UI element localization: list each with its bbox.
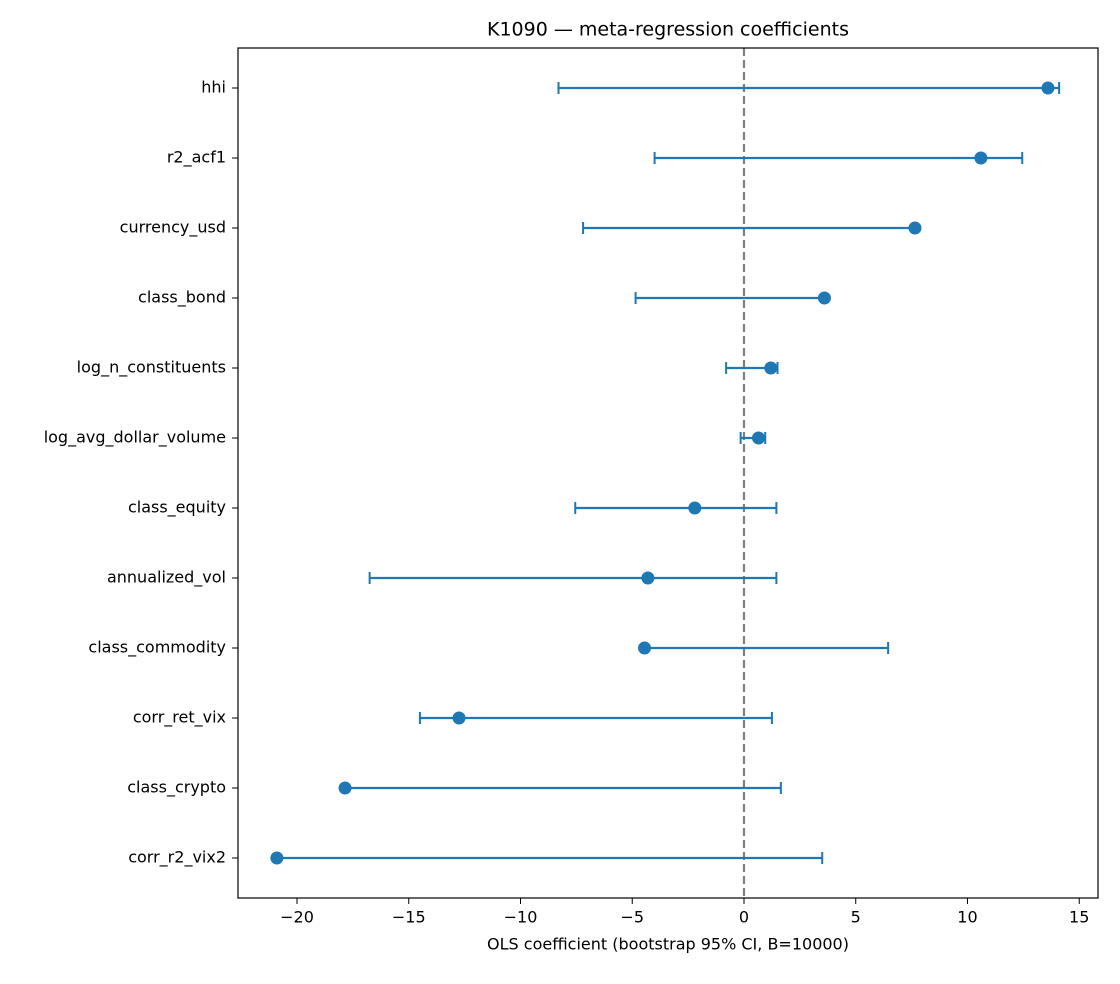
x-tick-label: −20 [280,908,314,927]
point [641,571,655,585]
y-tick-label: log_n_constituents [77,358,226,378]
y-tick-label: corr_r2_vix2 [128,848,226,868]
y-tick-label: class_equity [128,498,226,518]
x-axis-label: OLS coefficient (bootstrap 95% CI, B=100… [487,935,849,954]
x-tick-label: 5 [851,908,861,927]
y-tick-label: log_avg_dollar_volume [44,428,226,448]
y-tick-label: annualized_vol [107,568,226,588]
point [270,851,284,865]
point [908,221,922,235]
x-tick-label: 15 [1069,908,1089,927]
point [752,431,766,445]
x-tick-label: 0 [739,908,749,927]
y-tick-label: class_commodity [88,638,226,658]
point [638,641,652,655]
y-tick-label: corr_ret_vix [133,708,226,728]
point [1041,81,1055,95]
plot-frame [237,47,1099,899]
point [974,151,988,165]
point [338,781,352,795]
x-tick-label: −10 [504,908,538,927]
y-tick-label: class_crypto [127,778,226,798]
point [688,501,702,515]
y-tick-label: r2_acf1 [167,148,226,168]
x-tick-label: 10 [957,908,977,927]
chart-title: K1090 — meta-regression coefficients [487,19,849,41]
y-tick-label: currency_usd [120,218,226,238]
y-tick-label: class_bond [138,288,226,308]
point [452,711,466,725]
y-tick-label: hhi [201,78,226,97]
point [817,291,831,305]
x-tick-label: −5 [620,908,644,927]
point [764,361,778,375]
x-tick-label: −15 [392,908,426,927]
